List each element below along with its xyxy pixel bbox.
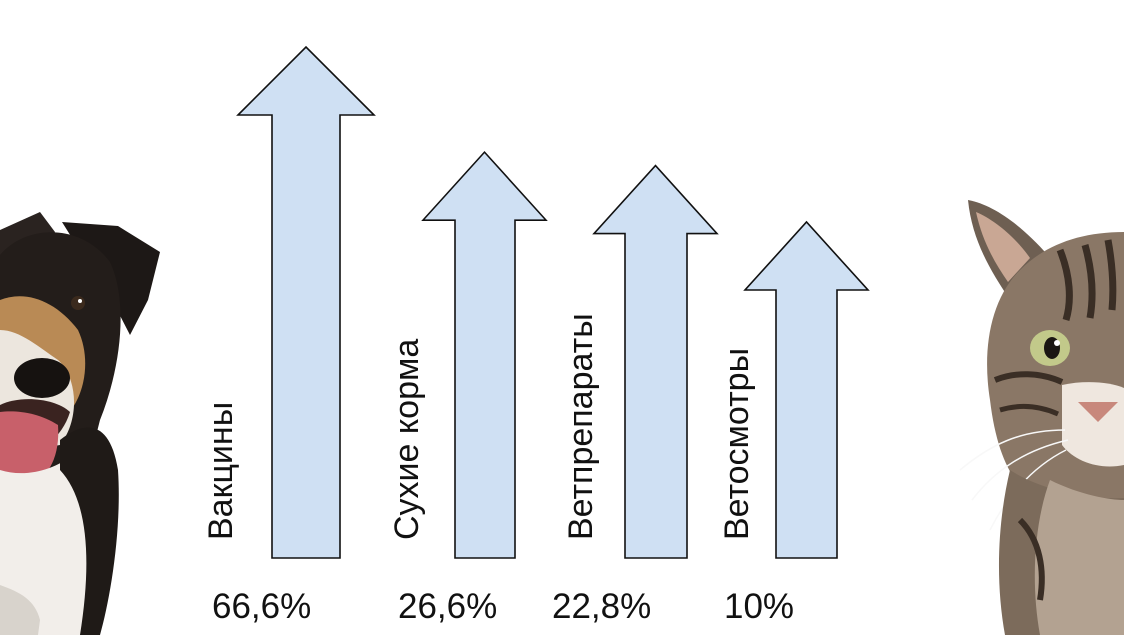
dog-collar [0, 585, 40, 635]
cat-muzzle [1062, 382, 1124, 467]
arrow-bar-4 [743, 220, 870, 559]
arrow-bars [236, 45, 870, 559]
value-label-3: 22,8% [552, 587, 651, 626]
category-labels: Вакцины Сухие корма Ветпрепараты Ветосмотры [202, 313, 756, 540]
dog-photo [0, 212, 160, 635]
cat-inner-ear [976, 212, 1030, 282]
cat-stripe-3 [1104, 239, 1117, 311]
cat-cheek-stripe-2 [999, 404, 1060, 417]
dog-body-dark [60, 427, 119, 635]
category-label-3: Ветпрепараты [562, 313, 600, 540]
cat-stripe-1 [1056, 248, 1073, 322]
category-label-1: Вакцины [202, 402, 240, 540]
cat-chest-stripe [1017, 517, 1045, 601]
arrow-bar-1 [236, 45, 376, 559]
dog-eye-highlight [78, 299, 82, 303]
cat-stripe-2 [1081, 244, 1096, 319]
arrow-bar-3 [592, 164, 719, 559]
cat-eye-highlight [1054, 340, 1060, 346]
dog-eye [71, 296, 85, 310]
value-label-2: 26,6% [398, 587, 497, 626]
cat-chest-light [1034, 480, 1124, 635]
category-label-2: Сухие корма [388, 339, 426, 540]
cat-nose [1078, 402, 1118, 422]
arrow-bar-2 [421, 150, 548, 559]
dog-tongue [0, 411, 59, 485]
cat-cheek-stripe [993, 371, 1064, 385]
value-labels: 66,6% 26,6% 22,8% 10% [212, 587, 794, 626]
value-label-4: 10% [724, 587, 794, 626]
dog-nose [14, 358, 70, 398]
dog-chest [0, 455, 100, 635]
value-label-1: 66,6% [212, 587, 311, 626]
cat-photo [959, 200, 1124, 635]
category-label-4: Ветосмотры [718, 348, 756, 540]
